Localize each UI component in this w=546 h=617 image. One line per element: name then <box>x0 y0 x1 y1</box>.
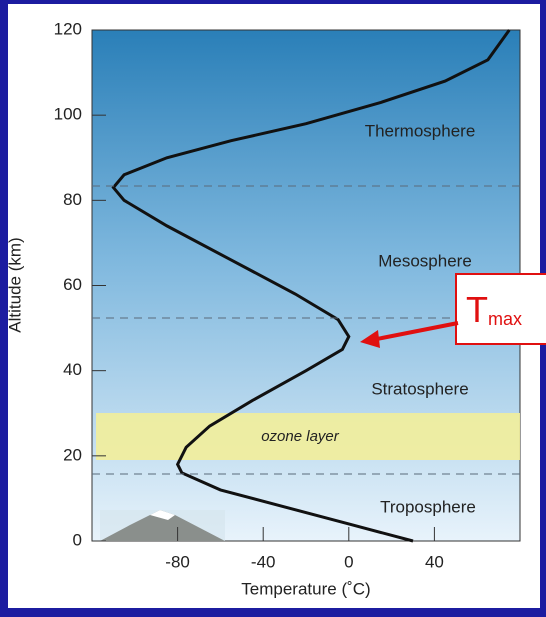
y-tick-label: 0 <box>73 530 82 549</box>
y-axis-label: Altitude (km) <box>5 237 24 332</box>
x-tick-label: 40 <box>425 552 444 571</box>
y-tick-label: 120 <box>54 19 82 38</box>
y-tick-label: 60 <box>63 275 82 294</box>
layer-label: Stratosphere <box>371 379 468 398</box>
chart: ozone layer Altitude (km) Temperature (˚… <box>0 0 546 617</box>
layer-label: Thermosphere <box>365 121 476 140</box>
y-tick-label: 100 <box>54 105 82 124</box>
layer-label: Troposphere <box>380 497 476 516</box>
annotation-sub: max <box>488 309 522 329</box>
x-tick-label: -80 <box>165 552 190 571</box>
y-tick-label: 80 <box>63 190 82 209</box>
mountain <box>100 510 225 541</box>
x-tick-label: -40 <box>251 552 276 571</box>
y-tick-label: 40 <box>63 360 82 379</box>
x-tick-label: 0 <box>344 552 353 571</box>
x-axis-label: Temperature (˚C) <box>241 579 370 598</box>
y-tick-label: 20 <box>63 445 82 464</box>
ozone-label: ozone layer <box>261 428 340 445</box>
annotation-main: T <box>466 289 488 330</box>
layer-label: Mesosphere <box>378 251 472 270</box>
